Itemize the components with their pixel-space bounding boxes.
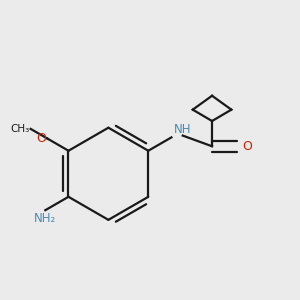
Text: NH₂: NH₂ [34, 212, 56, 225]
Text: CH₃: CH₃ [10, 124, 29, 134]
Text: NH: NH [174, 123, 191, 136]
Text: O: O [36, 132, 46, 145]
Text: O: O [242, 140, 252, 153]
